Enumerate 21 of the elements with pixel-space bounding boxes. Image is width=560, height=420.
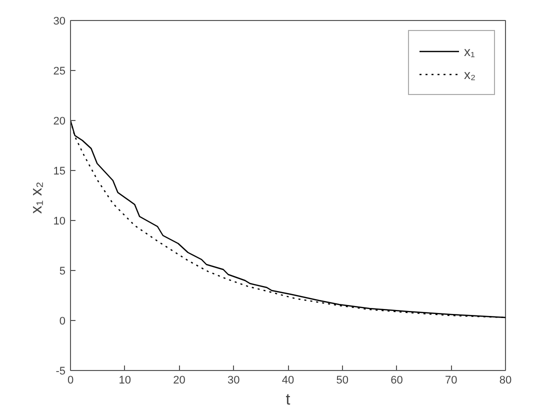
y-tick-label: 0 — [59, 316, 66, 328]
x-axis-title: t — [286, 392, 291, 408]
y-tick-label: 5 — [59, 266, 66, 278]
y-tick-label: -5 — [56, 366, 66, 378]
y-tick-label: 10 — [53, 216, 66, 228]
x-tick-label: 70 — [445, 374, 458, 386]
legend-label: x₁ — [464, 44, 476, 58]
x-tick-label: 10 — [118, 374, 132, 386]
y-axis-title: x₁ x₂ — [28, 182, 46, 214]
y-tick-label: 20 — [53, 116, 66, 128]
x-tick-label: 50 — [336, 374, 349, 386]
x-tick-label: 80 — [499, 374, 512, 386]
x-tick-label: 20 — [173, 374, 186, 386]
legend-label: x₂ — [464, 66, 477, 82]
y-tick-label: 25 — [53, 66, 66, 78]
x-tick-label: 0 — [67, 374, 74, 386]
x-tick-label: 60 — [390, 374, 403, 386]
x-tick-label: 30 — [228, 374, 240, 386]
x-tick-label: 40 — [282, 374, 294, 386]
y-tick-label: 15 — [53, 166, 66, 178]
y-tick-label: 30 — [53, 16, 66, 28]
